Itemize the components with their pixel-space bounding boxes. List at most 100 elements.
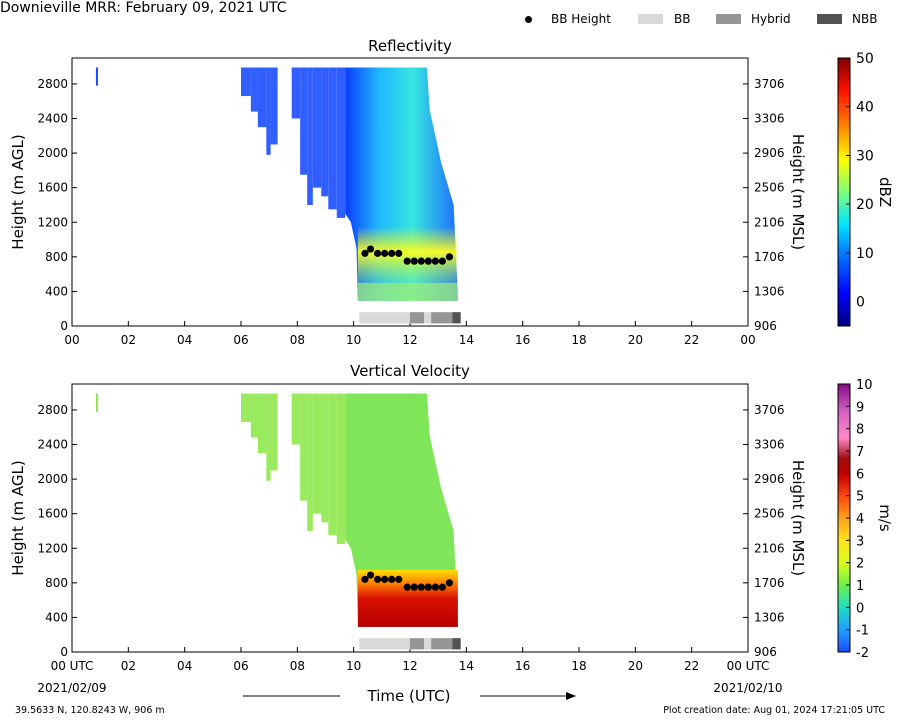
bb-height-point bbox=[424, 583, 432, 591]
page-title: Downieville MRR: February 09, 2021 UTC bbox=[0, 0, 287, 16]
y-right-tick-label: 2106 bbox=[754, 215, 785, 229]
colorbar-tick-label: 0 bbox=[856, 601, 864, 616]
y-tick-label: 2000 bbox=[37, 472, 68, 486]
bb-height-point bbox=[445, 253, 454, 261]
y-tick-label: 400 bbox=[45, 284, 68, 298]
y-right-tick-label: 1706 bbox=[754, 576, 785, 590]
bb-height-point bbox=[395, 575, 403, 583]
colorbar-tick-label: 5 bbox=[856, 490, 864, 505]
y-right-tick-label: 1306 bbox=[754, 284, 785, 298]
colorbar-tick-label: 30 bbox=[856, 148, 874, 164]
bb-height-point bbox=[361, 575, 369, 583]
creation-date-label: Plot creation date: Aug 01, 2024 17:21:0… bbox=[663, 705, 885, 716]
y-right-tick-label: 3706 bbox=[754, 403, 785, 417]
x-tick-label: 22 bbox=[684, 659, 699, 673]
reflectivity-field bbox=[95, 67, 458, 301]
legend-nbb-label: NBB bbox=[852, 12, 878, 26]
bb-type-segment bbox=[424, 638, 432, 650]
bb-type-segment bbox=[410, 638, 425, 650]
y-right-tick-label: 906 bbox=[754, 645, 777, 659]
y-tick-label: 2800 bbox=[37, 77, 68, 91]
y-tick-label: 2800 bbox=[37, 403, 68, 417]
y-right-tick-label: 1306 bbox=[754, 610, 785, 624]
y-right-tick-label: 3306 bbox=[754, 112, 785, 126]
y-right-tick-label: 1706 bbox=[754, 250, 785, 264]
y-tick-label: 2400 bbox=[37, 438, 68, 452]
bb-height-point bbox=[417, 257, 425, 265]
colorbar-tick-label: 10 bbox=[856, 246, 874, 262]
y-right-tick-label: 3706 bbox=[754, 77, 785, 91]
y-right-tick-label: 2106 bbox=[754, 541, 785, 555]
bb-height-point bbox=[431, 257, 439, 265]
bb-height-point bbox=[438, 583, 446, 591]
reflectivity-title: Reflectivity bbox=[368, 37, 452, 55]
bb-height-point bbox=[403, 257, 411, 265]
y-axis-label: Height (m AGL) bbox=[9, 460, 27, 575]
x-axis-label: Time (UTC) bbox=[367, 687, 451, 705]
start-date-label: 2021/02/09 bbox=[37, 681, 106, 695]
colorbar-tick-label: 10 bbox=[856, 378, 873, 393]
x-tick-label: 02 bbox=[121, 659, 136, 673]
velocity-field bbox=[95, 393, 458, 627]
colorbar-tick-label: 9 bbox=[856, 400, 864, 415]
x-tick-label: 14 bbox=[459, 659, 474, 673]
colorbar-tick-label: 40 bbox=[856, 100, 874, 116]
legend-bb-height-marker bbox=[525, 16, 532, 23]
legend-hybrid-swatch bbox=[716, 14, 741, 24]
y-tick-label: 400 bbox=[45, 610, 68, 624]
bb-type-segment bbox=[359, 312, 410, 324]
dbz-colorbar bbox=[837, 57, 851, 327]
colorbar-tick-label: 2 bbox=[856, 557, 864, 572]
bb-height-point bbox=[438, 257, 446, 265]
colorbar-tick-label: -2 bbox=[856, 646, 869, 661]
y-right-tick-label: 3306 bbox=[754, 438, 785, 452]
bb-height-point bbox=[381, 249, 389, 257]
bb-height-point bbox=[395, 249, 403, 257]
bb-height-point bbox=[410, 257, 418, 265]
x-tick-label: 06 bbox=[233, 333, 248, 347]
x-tick-label: 16 bbox=[515, 333, 530, 347]
legend-hybrid-label: Hybrid bbox=[751, 12, 791, 26]
y-axis-label: Height (m AGL) bbox=[9, 134, 27, 249]
y-right-tick-label: 2906 bbox=[754, 146, 785, 160]
location-label: 39.5633 N, 120.8243 W, 906 m bbox=[15, 705, 165, 716]
x-tick-label: 12 bbox=[402, 333, 417, 347]
y-tick-label: 800 bbox=[45, 576, 68, 590]
colorbar-tick-label: 0 bbox=[856, 295, 865, 311]
bb-height-point bbox=[381, 575, 389, 583]
colorbar-label: m/s bbox=[876, 504, 894, 532]
bb-type-segment bbox=[431, 638, 453, 650]
bb-type-segment bbox=[359, 638, 410, 650]
y-tick-label: 0 bbox=[60, 319, 68, 333]
bb-height-point bbox=[361, 249, 369, 257]
x-tick-label: 00 bbox=[64, 333, 79, 347]
colorbar-tick-label: 4 bbox=[856, 512, 864, 527]
y-right-axis-label: Height (m MSL) bbox=[789, 134, 807, 250]
y-right-axis-label: Height (m MSL) bbox=[789, 460, 807, 576]
y-tick-label: 1600 bbox=[37, 181, 68, 195]
x-tick-label: 16 bbox=[515, 659, 530, 673]
y-tick-label: 2000 bbox=[37, 146, 68, 160]
legend-bb-swatch bbox=[638, 14, 663, 24]
x-tick-label: 10 bbox=[346, 333, 361, 347]
x-tick-label: 18 bbox=[571, 333, 586, 347]
bb-type-segment bbox=[424, 312, 432, 324]
x-tick-label: 08 bbox=[290, 333, 305, 347]
bb-height-point bbox=[445, 579, 454, 587]
x-tick-label: 12 bbox=[402, 659, 417, 673]
legend-nbb-swatch bbox=[817, 14, 842, 24]
x-tick-label: 00 UTC bbox=[51, 659, 94, 673]
colorbar-tick-label: 3 bbox=[856, 534, 864, 549]
bb-type-segment bbox=[452, 638, 461, 650]
x-tick-label: 06 bbox=[233, 659, 248, 673]
y-right-tick-label: 2906 bbox=[754, 472, 785, 486]
y-right-tick-label: 2506 bbox=[754, 507, 785, 521]
colorbar-tick-label: 7 bbox=[856, 445, 864, 460]
bb-type-segment bbox=[410, 312, 425, 324]
colorbar-tick-label: 50 bbox=[856, 51, 874, 67]
colorbar-tick-label: 8 bbox=[856, 423, 864, 438]
bb-type-segment bbox=[452, 312, 461, 324]
x-tick-label: 14 bbox=[459, 333, 474, 347]
y-tick-label: 0 bbox=[60, 645, 68, 659]
